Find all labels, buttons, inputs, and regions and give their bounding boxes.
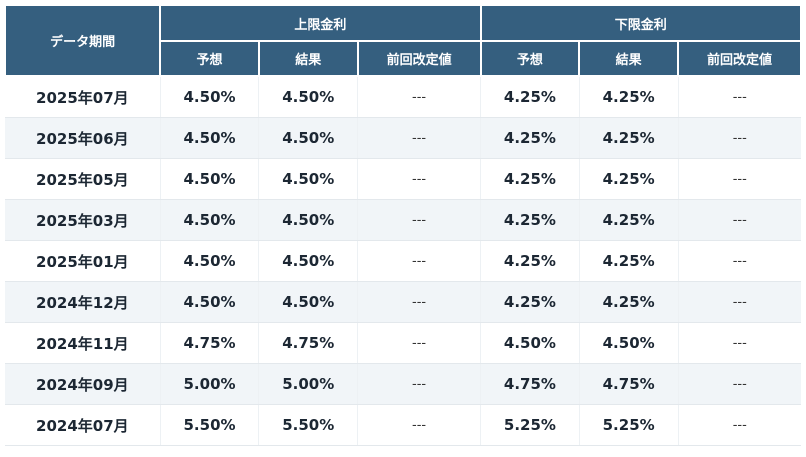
period-cell: 2025年05月 bbox=[5, 158, 161, 200]
period-cell: 2024年07月 bbox=[5, 404, 161, 446]
lower-result-cell: 4.75% bbox=[578, 363, 679, 405]
upper-result-cell: 4.50% bbox=[258, 75, 358, 118]
upper-result-cell: 4.50% bbox=[258, 199, 358, 241]
lower-result-cell: 4.50% bbox=[578, 322, 679, 364]
table-row: 2024年12月 4.50% 4.50% --- 4.25% 4.25% --- bbox=[5, 281, 801, 323]
lower-forecast-cell: 4.25% bbox=[480, 199, 580, 241]
period-cell: 2025年03月 bbox=[5, 199, 161, 241]
upper-forecast-cell: 4.50% bbox=[159, 75, 259, 118]
period-cell: 2024年09月 bbox=[5, 363, 161, 405]
lower-forecast-cell: 4.25% bbox=[480, 281, 580, 323]
lower-result-header: 結果 bbox=[578, 40, 680, 77]
upper-revised-cell: --- bbox=[357, 75, 481, 118]
table-row: 2024年11月 4.75% 4.75% --- 4.50% 4.50% --- bbox=[5, 322, 801, 364]
lower-revised-cell: --- bbox=[677, 117, 801, 159]
lower-revised-cell: --- bbox=[677, 240, 801, 282]
table-row: 2024年09月 5.00% 5.00% --- 4.75% 4.75% --- bbox=[5, 363, 801, 405]
upper-forecast-cell: 4.50% bbox=[159, 158, 259, 200]
upper-revised-cell: --- bbox=[357, 363, 481, 405]
upper-result-cell: 4.50% bbox=[258, 158, 358, 200]
upper-forecast-cell: 4.50% bbox=[159, 281, 259, 323]
period-cell: 2024年12月 bbox=[5, 281, 161, 323]
period-cell: 2025年06月 bbox=[5, 117, 161, 159]
table-body: 2025年07月 4.50% 4.50% --- 4.25% 4.25% --- 2025年0… bbox=[5, 75, 801, 446]
upper-revised-cell: --- bbox=[357, 404, 481, 446]
table-row: 2025年03月 4.50% 4.50% --- 4.25% 4.25% --- bbox=[5, 199, 801, 241]
upper-forecast-cell: 4.75% bbox=[159, 322, 259, 364]
lower-limit-header: 下限金利 bbox=[479, 4, 803, 42]
lower-forecast-cell: 4.25% bbox=[480, 117, 580, 159]
upper-revised-header: 前回改定値 bbox=[356, 40, 482, 77]
upper-revised-cell: --- bbox=[357, 199, 481, 241]
table-row: 2024年07月 5.50% 5.50% --- 5.25% 5.25% --- bbox=[5, 404, 801, 446]
upper-forecast-cell: 4.50% bbox=[159, 240, 259, 282]
lower-revised-cell: --- bbox=[677, 75, 801, 118]
lower-result-cell: 4.25% bbox=[578, 199, 679, 241]
period-cell: 2025年07月 bbox=[5, 75, 161, 118]
upper-result-cell: 4.50% bbox=[258, 240, 358, 282]
lower-forecast-cell: 4.75% bbox=[480, 363, 580, 405]
table-row: 2025年06月 4.50% 4.50% --- 4.25% 4.25% --- bbox=[5, 117, 801, 159]
upper-result-cell: 4.75% bbox=[258, 322, 358, 364]
period-cell: 2024年11月 bbox=[5, 322, 161, 364]
table-row: 2025年01月 4.50% 4.50% --- 4.25% 4.25% --- bbox=[5, 240, 801, 282]
lower-revised-cell: --- bbox=[677, 281, 801, 323]
lower-forecast-cell: 5.25% bbox=[480, 404, 580, 446]
lower-result-cell: 4.25% bbox=[578, 75, 679, 118]
upper-forecast-cell: 5.50% bbox=[159, 404, 259, 446]
upper-forecast-header: 予想 bbox=[159, 40, 260, 77]
period-header: データ期間 bbox=[3, 4, 162, 77]
lower-result-cell: 4.25% bbox=[578, 240, 679, 282]
upper-revised-cell: --- bbox=[357, 117, 481, 159]
upper-revised-cell: --- bbox=[357, 158, 481, 200]
upper-revised-cell: --- bbox=[357, 322, 481, 364]
upper-revised-cell: --- bbox=[357, 240, 481, 282]
lower-revised-cell: --- bbox=[677, 322, 801, 364]
lower-result-cell: 4.25% bbox=[578, 158, 679, 200]
table-row: 2025年05月 4.50% 4.50% --- 4.25% 4.25% --- bbox=[5, 158, 801, 200]
lower-forecast-header: 予想 bbox=[479, 40, 581, 77]
upper-result-cell: 4.50% bbox=[258, 117, 358, 159]
lower-revised-cell: --- bbox=[677, 363, 801, 405]
lower-forecast-cell: 4.50% bbox=[480, 322, 580, 364]
upper-revised-cell: --- bbox=[357, 281, 481, 323]
upper-result-cell: 5.00% bbox=[258, 363, 358, 405]
table-row: 2025年07月 4.50% 4.50% --- 4.25% 4.25% --- bbox=[5, 75, 801, 118]
lower-forecast-cell: 4.25% bbox=[480, 75, 580, 118]
table-header: データ期間 上限金利 下限金利 予想 結果 前回改定値 予想 結果 前回改定値 bbox=[3, 4, 803, 77]
period-cell: 2025年01月 bbox=[5, 240, 161, 282]
upper-forecast-cell: 4.50% bbox=[159, 199, 259, 241]
lower-revised-header: 前回改定値 bbox=[677, 40, 802, 77]
upper-forecast-cell: 5.00% bbox=[159, 363, 259, 405]
upper-result-cell: 5.50% bbox=[258, 404, 358, 446]
upper-forecast-cell: 4.50% bbox=[159, 117, 259, 159]
lower-forecast-cell: 4.25% bbox=[480, 158, 580, 200]
upper-result-cell: 4.50% bbox=[258, 281, 358, 323]
interest-rate-table: データ期間 上限金利 下限金利 予想 結果 前回改定値 予想 結果 前回改定値 … bbox=[3, 4, 803, 446]
lower-result-cell: 5.25% bbox=[578, 404, 679, 446]
lower-forecast-cell: 4.25% bbox=[480, 240, 580, 282]
upper-limit-header: 上限金利 bbox=[159, 4, 482, 42]
lower-result-cell: 4.25% bbox=[578, 117, 679, 159]
lower-revised-cell: --- bbox=[677, 199, 801, 241]
lower-result-cell: 4.25% bbox=[578, 281, 679, 323]
upper-result-header: 結果 bbox=[257, 40, 359, 77]
lower-revised-cell: --- bbox=[677, 158, 801, 200]
lower-revised-cell: --- bbox=[677, 404, 801, 446]
